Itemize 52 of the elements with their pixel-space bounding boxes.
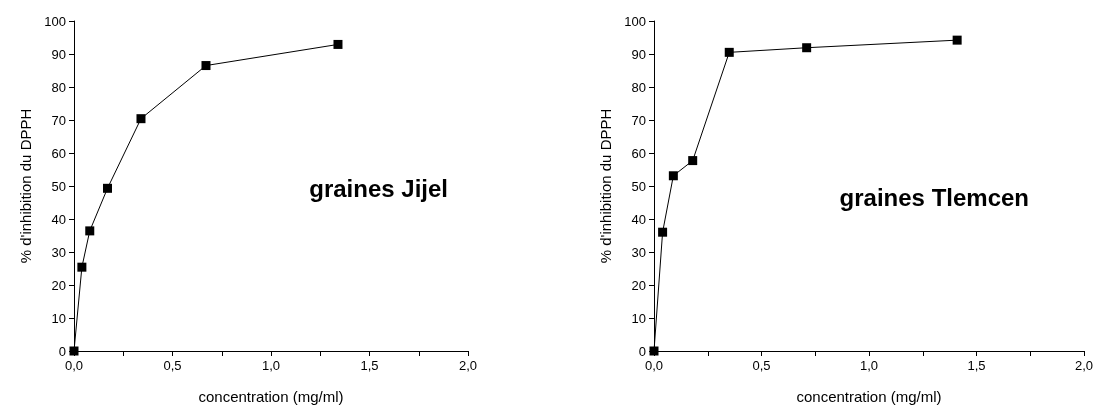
y-tick-label: 0 <box>58 343 66 359</box>
point <box>649 346 659 356</box>
y-tick-label: 40 <box>51 211 66 227</box>
y-tick-label: 50 <box>51 178 66 194</box>
point <box>102 183 112 193</box>
point <box>69 346 79 356</box>
x-tick-label: 0,5 <box>752 358 771 373</box>
x-tick-label: 1,5 <box>967 358 986 373</box>
point <box>85 226 95 236</box>
y-tick-label: 100 <box>44 13 66 29</box>
point <box>201 61 211 71</box>
y-tick-label: 30 <box>631 244 646 260</box>
point <box>658 227 668 237</box>
y-tick-label: 30 <box>51 244 66 260</box>
x-tick-label: 2,0 <box>458 358 478 373</box>
point <box>688 156 698 166</box>
y-tick-label: 90 <box>51 46 66 62</box>
y-tick-label: 60 <box>51 145 66 161</box>
y-tick-label: 20 <box>631 277 646 293</box>
point <box>136 114 146 124</box>
x-tick-label: 0,5 <box>163 358 182 373</box>
x-tick-label: 1,5 <box>360 358 379 373</box>
y-tick-label: 70 <box>51 112 66 128</box>
x-tick-label: 1,0 <box>261 358 281 373</box>
point <box>952 35 962 45</box>
point <box>802 43 812 53</box>
y-tick-label: 50 <box>631 178 646 194</box>
y-tick-label: 100 <box>624 13 646 29</box>
y-tick-label: 0 <box>638 343 646 359</box>
y-tick-label: 10 <box>631 310 646 326</box>
y-tick-label: 20 <box>51 277 66 293</box>
y-tick-label: 90 <box>631 46 646 62</box>
point <box>77 262 87 272</box>
x-tick-label: 0,0 <box>64 358 84 373</box>
y-tick-label: 60 <box>631 145 646 161</box>
y-tick-label: 70 <box>631 112 646 128</box>
x-tick-label: 0,0 <box>644 358 664 373</box>
y-tick-label: 80 <box>631 79 646 95</box>
y-tick-label: 80 <box>51 79 66 95</box>
x-tick-label: 2,0 <box>1074 358 1094 373</box>
y-tick-label: 40 <box>631 211 646 227</box>
y-tick-label: 10 <box>51 310 66 326</box>
x-axis-title: concentration (mg/ml) <box>198 388 344 405</box>
point <box>333 39 343 49</box>
y-axis-title: % d'inhibition du DPPH <box>17 108 35 264</box>
y-axis-title: % d'inhibition du DPPH <box>597 108 615 264</box>
x-axis-title: concentration (mg/ml) <box>796 388 942 405</box>
annotation: graines Tlemcen <box>839 183 1030 211</box>
annotation: graines Jijel <box>309 174 449 202</box>
point <box>668 171 678 181</box>
x-tick-label: 1,0 <box>859 358 879 373</box>
point <box>724 47 734 57</box>
